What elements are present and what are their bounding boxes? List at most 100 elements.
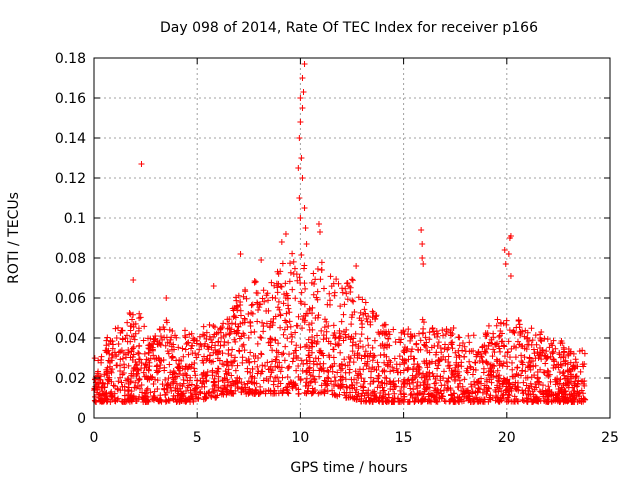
data-point — [572, 373, 579, 380]
data-point — [414, 361, 421, 368]
data-point — [318, 382, 325, 389]
data-point — [364, 358, 371, 365]
data-point — [137, 314, 144, 321]
data-point — [472, 366, 479, 373]
data-point — [450, 325, 457, 332]
data-point — [132, 379, 139, 386]
data-point — [312, 355, 319, 362]
data-point — [515, 371, 522, 378]
data-point — [147, 389, 154, 396]
data-point — [235, 323, 242, 330]
data-point — [242, 286, 249, 293]
data-point — [104, 364, 111, 371]
data-point — [411, 398, 418, 405]
data-point — [244, 380, 251, 387]
data-point — [415, 371, 422, 378]
data-point — [378, 379, 385, 386]
data-point — [461, 376, 468, 383]
data-point — [456, 377, 463, 384]
data-point — [292, 295, 299, 302]
data-point — [374, 384, 381, 391]
data-point — [486, 396, 493, 403]
data-point — [275, 378, 282, 385]
data-point — [118, 379, 125, 386]
data-point — [130, 351, 137, 358]
data-point — [399, 356, 406, 363]
data-point — [188, 345, 195, 352]
x-tick-label: 25 — [601, 430, 619, 446]
data-point — [232, 294, 239, 301]
data-point — [421, 342, 428, 349]
data-point — [448, 367, 455, 374]
data-point — [395, 377, 402, 384]
chart-title: Day 098 of 2014, Rate Of TEC Index for r… — [160, 20, 538, 36]
data-point — [459, 339, 466, 346]
data-point — [188, 381, 195, 388]
data-point — [504, 386, 511, 393]
data-point — [133, 372, 140, 379]
data-point — [528, 358, 535, 365]
data-point — [273, 347, 280, 354]
data-point — [514, 364, 521, 371]
data-point — [106, 359, 113, 366]
data-point — [178, 391, 185, 398]
data-point — [130, 311, 137, 318]
data-point — [393, 365, 400, 372]
data-point — [337, 303, 344, 310]
data-point — [537, 337, 544, 344]
data-point — [194, 395, 201, 402]
data-point — [268, 279, 275, 286]
data-point — [300, 361, 307, 368]
data-point — [203, 395, 210, 402]
data-point — [115, 378, 122, 385]
data-point — [494, 316, 501, 323]
data-point — [310, 388, 317, 395]
data-point — [434, 365, 441, 372]
data-point — [458, 387, 465, 394]
data-point — [367, 374, 374, 381]
data-point — [109, 338, 116, 345]
data-point — [290, 380, 297, 387]
data-point — [508, 345, 515, 352]
data-point — [528, 325, 535, 332]
data-point — [279, 351, 286, 358]
data-point — [531, 396, 538, 403]
data-point — [442, 331, 449, 338]
data-point — [373, 396, 380, 403]
data-point — [312, 276, 319, 283]
data-point — [485, 384, 492, 391]
data-point — [390, 386, 397, 393]
data-point — [284, 335, 291, 342]
data-point — [314, 265, 321, 272]
data-point — [331, 330, 338, 337]
data-point — [354, 350, 361, 357]
data-point — [296, 195, 303, 201]
data-point — [362, 310, 369, 317]
data-point — [136, 385, 143, 392]
data-point — [213, 350, 220, 357]
data-point — [267, 373, 274, 380]
data-point — [484, 388, 491, 395]
y-tick-label: 0.1 — [64, 211, 86, 227]
data-point — [318, 365, 325, 372]
data-point — [547, 353, 554, 360]
data-point — [190, 395, 197, 402]
data-point — [490, 369, 497, 376]
data-point — [519, 361, 526, 368]
data-point — [220, 320, 227, 327]
data-point — [546, 344, 553, 351]
data-point — [145, 367, 152, 374]
data-point — [410, 366, 417, 373]
data-point — [514, 398, 521, 405]
data-point — [440, 368, 447, 375]
data-point — [371, 390, 378, 397]
data-point — [258, 351, 265, 358]
data-point — [121, 364, 128, 371]
data-point — [293, 367, 300, 374]
data-point — [562, 388, 569, 395]
data-point — [303, 369, 310, 376]
data-point — [272, 374, 279, 381]
data-point — [283, 310, 290, 317]
data-point — [286, 309, 293, 316]
